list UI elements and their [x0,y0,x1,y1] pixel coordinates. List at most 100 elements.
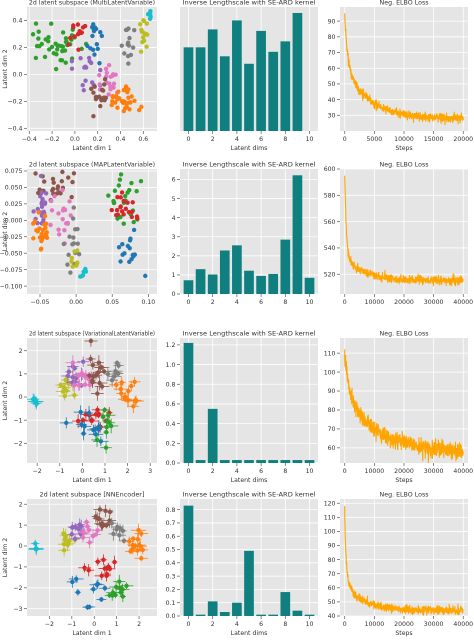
scatter-point [60,187,65,193]
y-tick-label: 0.4 [166,421,176,428]
x-tick-label: 0.6 [138,136,148,143]
scatter-point [129,383,134,389]
scatter-point [30,32,36,37]
scatter-point [114,207,120,213]
x-tick-label: 10000 [365,299,385,306]
bar-8 [280,41,291,131]
scatter-point [124,583,129,589]
y-tick-label: 560 [324,219,336,226]
cluster-0 [30,21,89,72]
bar-2 [207,29,218,131]
scatter-point [129,209,135,215]
y-tick-label: 0 [19,394,23,401]
x-tick-label: 1 [115,621,119,628]
x-axis-label: Latent dims [231,630,268,637]
scatter-point [118,259,123,264]
scatter-point [75,590,81,595]
scatter-point [79,273,85,279]
scatter-point [97,72,102,78]
scatter-point [74,576,79,582]
y-tick-label: 1 [19,522,23,529]
cluster-9 [116,227,148,279]
cluster-3 [76,518,102,549]
scatter-point [138,178,144,184]
scatter-point [39,231,44,237]
scatter-point [131,404,136,409]
scatter-point [57,190,62,195]
scatter-point [123,206,129,211]
scatter-point [69,58,75,64]
scatter-point [127,539,132,544]
scatter-point [133,543,138,549]
cluster-0 [27,393,44,410]
cluster-6 [124,523,149,562]
y-tick-label: −0.4 [7,126,22,133]
x-axis-label: Steps [395,477,412,484]
scatter-point [98,30,103,35]
scatter-point [32,219,37,224]
scatter-point [71,241,77,246]
scatter-point [127,187,132,193]
scatter-point [63,377,68,383]
bar-9 [292,460,303,463]
scatter-point [127,35,132,41]
scatter-point [58,58,63,63]
scatter-point [70,179,75,185]
scatter-point [129,214,135,220]
bar-4 [232,460,242,463]
scatter-point [95,559,101,564]
scatter-point [129,180,134,186]
x-axis-label: Latent dim 1 [72,630,111,637]
cluster-2 [85,22,105,66]
x-tick-label: 0 [80,468,84,475]
scatter-point [113,100,118,105]
y-tick-label: 0.7 [166,520,176,527]
scatter-point [99,87,105,93]
y-tick-label: −0.050 [0,250,23,257]
bar-1 [195,269,206,294]
x-tick-label: 2 [137,621,141,628]
scatter-point [119,380,124,385]
cluster-5 [104,360,124,387]
scatter-point [95,46,100,52]
scatter-point [80,25,86,30]
scatter-point [33,547,39,552]
cluster-6 [109,84,144,114]
scatter-point [102,407,107,413]
scatter-point [126,95,131,100]
scatter-point [80,359,86,364]
scatter-point [118,386,124,392]
scatter-point [116,183,122,188]
scatter-point [110,93,115,99]
scatter-point [48,222,53,228]
cluster-5 [107,517,130,544]
x-tick-label: 0 [92,621,96,628]
loss-series-line [344,506,464,616]
cluster-8 [137,18,150,54]
scatter-point [112,188,118,193]
y-tick-label: 5 [172,196,176,203]
y-tick-label: 50 [328,81,336,88]
bar-4 [232,20,242,131]
scatter-point [33,21,39,26]
scatter-point [134,188,139,194]
scatter-point [72,393,77,398]
bar-3 [219,460,230,463]
data-layer [344,349,464,463]
scatter-point [31,209,36,214]
scatter-point [71,383,77,388]
y-tick-label: 2 [172,253,176,260]
scatter-point [97,380,102,386]
y-tick-label: 60 [328,585,336,592]
scatter-point [70,264,75,269]
scatter-point [70,524,75,530]
scatter-point [114,94,119,99]
y-tick-label: 0.0 [166,613,176,620]
scatter-point [104,571,110,577]
scatter-point [133,398,139,404]
scatter-point [125,53,131,59]
x-tick-label: 0.00 [69,299,83,306]
scatter-point [108,74,113,79]
y-tick-label: 110 [324,515,336,522]
chart-panel-3-2: 0 10000 20000 30000 40000 40 50 60 70 80 90 100 110 1… [324,492,473,638]
